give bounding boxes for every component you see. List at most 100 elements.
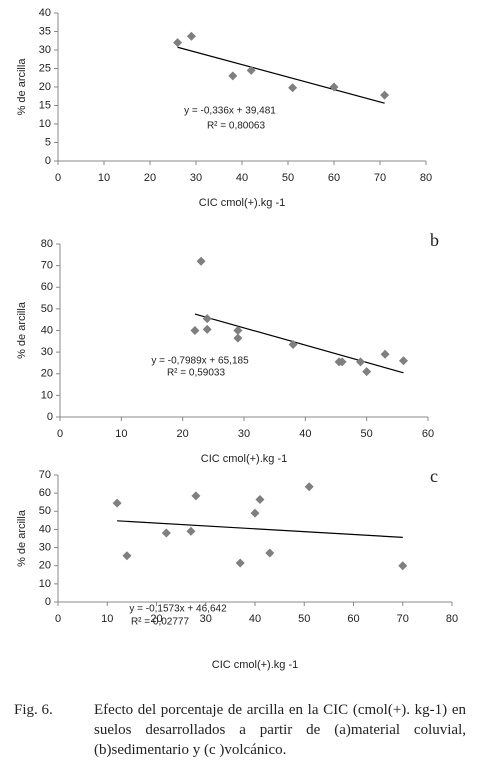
point [186, 526, 196, 536]
y-tick-label: 60 [39, 487, 51, 499]
x-tick-label: 40 [249, 613, 261, 625]
x-tick-label: 10 [115, 428, 127, 440]
y-tick-label: 10 [39, 118, 51, 130]
figure: 0 5 10 15 20 25 30 35 40 0 10 20 30 40 50 60 70 80 % de ar… [16, 7, 458, 671]
caption-number: Fig. 6. [14, 702, 53, 718]
y-axis-label: % de arcilla [16, 509, 28, 567]
point [380, 349, 390, 359]
point [246, 65, 256, 75]
x-tick-label: 40 [236, 172, 248, 184]
x-tick-label: 70 [374, 172, 386, 184]
trend-r2: R² = 0,59033 [167, 368, 226, 379]
point [304, 482, 314, 492]
point [255, 494, 265, 504]
point [190, 326, 200, 335]
y-tick-label: 70 [39, 469, 51, 481]
caption-text: Efecto del porcentaje de arcilla en la C… [94, 702, 466, 758]
y-tick-label: 40 [39, 523, 51, 535]
y-tick-label: 10 [39, 578, 51, 590]
point [112, 498, 122, 508]
y-tick-label: 30 [39, 44, 51, 56]
point [398, 356, 408, 366]
y-tick-label: 20 [39, 560, 51, 572]
point [362, 367, 372, 377]
y-tick-label: 25 [39, 62, 51, 74]
x-axis-label: CIC cmol(+).kg -1 [212, 659, 299, 671]
x-tick-label: 30 [190, 172, 202, 184]
point [233, 326, 243, 335]
y-tick-label: 35 [39, 25, 51, 37]
y-tick-label: 40 [41, 324, 53, 336]
y-axis-label: % de arcilla [16, 301, 28, 359]
x-tick-label: 50 [282, 172, 294, 184]
x-tick-label: 30 [238, 428, 250, 440]
x-tick-label: 60 [328, 172, 340, 184]
y-tick-label: 30 [41, 346, 53, 358]
y-tick-label: 50 [39, 505, 51, 517]
x-tick-label: 10 [101, 613, 113, 625]
y-tick-label: 20 [39, 81, 51, 93]
y-tick-label: 0 [47, 411, 53, 423]
trend-equation: y = -0,336x + 39,481 [184, 106, 276, 117]
point [337, 357, 347, 367]
y-tick-label: 40 [39, 7, 51, 19]
x-tick-label: 50 [298, 613, 310, 625]
x-tick-label: 20 [144, 172, 156, 184]
y-tick-label: 15 [39, 99, 51, 111]
trend-equation: y = -0,1573x + 46,642 [129, 604, 227, 615]
y-axis-label: % de arcilla [16, 58, 28, 116]
y-tick-label: 0 [45, 155, 51, 167]
x-tick-label: 70 [397, 613, 409, 625]
trendline [117, 520, 403, 538]
y-tick-label: 80 [41, 238, 53, 250]
point [186, 31, 196, 41]
x-tick-label: 30 [200, 613, 212, 625]
point [196, 256, 206, 266]
x-tick-label: 80 [446, 613, 458, 625]
y-tick-label: 5 [45, 136, 51, 148]
point [265, 548, 275, 558]
point [122, 551, 132, 561]
point [235, 558, 245, 568]
x-tick-label: 0 [55, 613, 61, 625]
point [356, 357, 366, 367]
point [202, 314, 212, 324]
point [250, 508, 260, 518]
x-tick-label: 10 [98, 172, 110, 184]
y-tick-label: 0 [45, 596, 51, 608]
x-tick-label: 60 [347, 613, 359, 625]
point [288, 83, 298, 93]
trendline [194, 313, 404, 374]
point [173, 38, 183, 48]
trendline [177, 46, 385, 104]
y-tick-label: 70 [41, 260, 53, 272]
trend-equation: y = -0,7989x + 65,185 [151, 356, 249, 367]
x-tick-label: 20 [177, 428, 189, 440]
panel-label: c [430, 466, 438, 486]
point [191, 491, 201, 501]
x-tick-label: 40 [299, 428, 311, 440]
y-tick-label: 30 [39, 541, 51, 553]
x-tick-label: 0 [55, 172, 61, 184]
x-tick-label: 60 [422, 428, 434, 440]
x-tick-label: 0 [57, 428, 63, 440]
x-tick-label: 50 [361, 428, 373, 440]
trend-r2: R² = 0,02777 [131, 617, 190, 628]
point [398, 561, 408, 571]
y-tick-label: 20 [41, 368, 53, 380]
point [233, 333, 243, 343]
trend-r2: R² = 0,80063 [207, 121, 266, 132]
point [380, 90, 390, 100]
y-tick-label: 10 [41, 389, 53, 401]
x-axis-label: CIC cmol(+).kg -1 [199, 197, 286, 209]
y-tick-label: 60 [41, 281, 53, 293]
point [288, 340, 298, 350]
point [228, 71, 238, 81]
point [329, 82, 339, 92]
point [202, 324, 212, 334]
y-tick-label: 50 [41, 303, 53, 315]
caption: Fig. 6. Efecto del porcentaje de arcilla… [14, 700, 466, 760]
point [161, 528, 171, 538]
x-axis-label: CIC cmol(+).kg -1 [201, 453, 288, 465]
